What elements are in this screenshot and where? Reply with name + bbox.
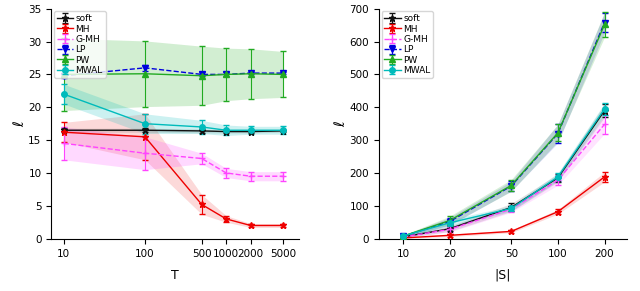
Legend: soft, MH, G-MH, LP, PW, MWAL: soft, MH, G-MH, LP, PW, MWAL — [381, 11, 433, 78]
Text: 100: 100 — [135, 249, 155, 259]
Text: 1000: 1000 — [213, 249, 239, 259]
Text: 20: 20 — [443, 249, 456, 259]
Text: T: T — [172, 269, 179, 281]
Text: 10: 10 — [396, 249, 410, 259]
Text: 200: 200 — [595, 249, 614, 259]
Text: 50: 50 — [505, 249, 518, 259]
Text: 10: 10 — [57, 249, 70, 259]
Text: 2000: 2000 — [237, 249, 264, 259]
Text: 5000: 5000 — [270, 249, 296, 259]
Y-axis label: ℓ: ℓ — [13, 121, 27, 127]
Text: 100: 100 — [548, 249, 568, 259]
Text: |S|: |S| — [495, 269, 511, 281]
Y-axis label: ℓ: ℓ — [334, 121, 348, 127]
Legend: soft, MH, G-MH, LP, PW, MWAL: soft, MH, G-MH, LP, PW, MWAL — [54, 11, 106, 78]
Text: 500: 500 — [192, 249, 212, 259]
